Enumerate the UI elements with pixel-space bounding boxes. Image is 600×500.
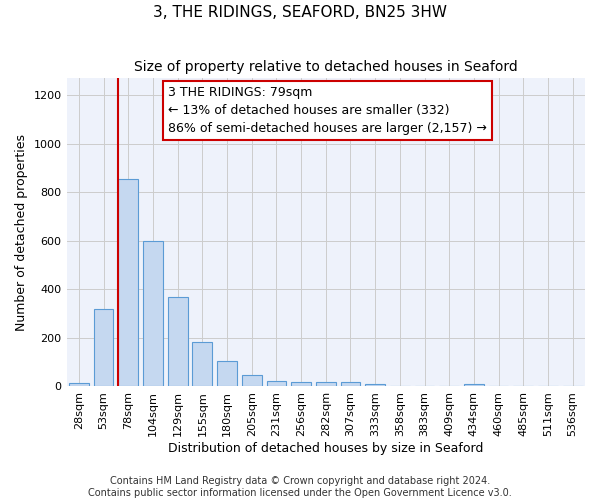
- Bar: [316, 382, 335, 386]
- Bar: [341, 382, 361, 386]
- Bar: [266, 381, 286, 386]
- Text: 3 THE RIDINGS: 79sqm
← 13% of detached houses are smaller (332)
86% of semi-deta: 3 THE RIDINGS: 79sqm ← 13% of detached h…: [167, 86, 487, 134]
- Bar: [217, 361, 237, 386]
- Bar: [242, 375, 262, 386]
- Text: 3, THE RIDINGS, SEAFORD, BN25 3HW: 3, THE RIDINGS, SEAFORD, BN25 3HW: [153, 5, 447, 20]
- Bar: [168, 296, 188, 386]
- Bar: [464, 384, 484, 386]
- Bar: [365, 384, 385, 386]
- Bar: [193, 342, 212, 386]
- X-axis label: Distribution of detached houses by size in Seaford: Distribution of detached houses by size …: [168, 442, 484, 455]
- Bar: [143, 240, 163, 386]
- Bar: [291, 382, 311, 386]
- Bar: [118, 179, 138, 386]
- Y-axis label: Number of detached properties: Number of detached properties: [15, 134, 28, 330]
- Bar: [94, 308, 113, 386]
- Title: Size of property relative to detached houses in Seaford: Size of property relative to detached ho…: [134, 60, 518, 74]
- Bar: [69, 383, 89, 386]
- Text: Contains HM Land Registry data © Crown copyright and database right 2024.
Contai: Contains HM Land Registry data © Crown c…: [88, 476, 512, 498]
